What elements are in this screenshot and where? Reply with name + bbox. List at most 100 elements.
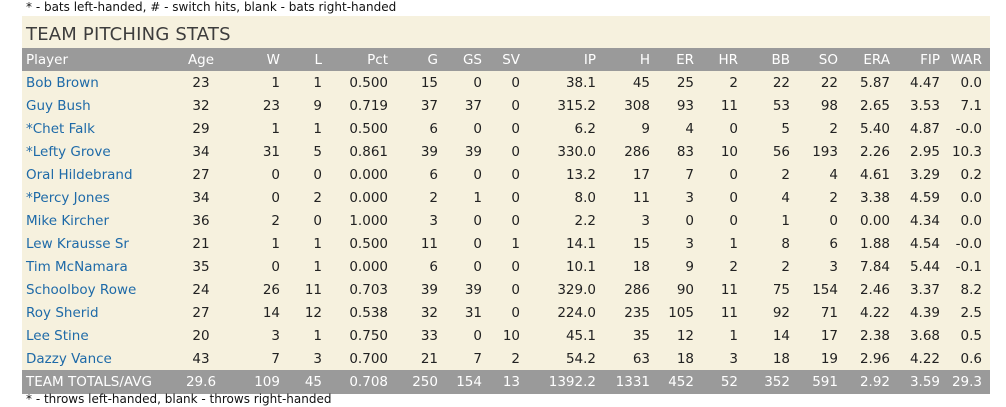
table-row: *Chet Falk 29 1 1 0.500 6 0 0 6.2 9 4 0 5 2 5.40 4.87 -0… [22,117,990,140]
column-header-hr[interactable]: HR [718,51,738,68]
cell-bb: 92 [772,304,790,321]
player-name-link[interactable]: Schoolboy Rowe [26,281,137,298]
cell-h: 11 [632,189,650,206]
cell-ip: 315.2 [557,97,596,114]
total-age: 29.6 [185,374,217,390]
column-header-war[interactable]: WAR [950,51,982,68]
cell-fip: 3.29 [909,166,940,183]
cell-sv: 0 [511,258,520,275]
cell-l: 1 [313,327,322,344]
throwing-legend: * - throws left-handed, blank - throws r… [26,392,332,406]
player-name-link[interactable]: Tim McNamara [26,258,128,275]
cell-er: 105 [668,304,694,321]
column-header-player[interactable]: Player [26,51,69,68]
cell-war: -0.0 [955,120,982,137]
total-era: 2.92 [859,374,890,390]
cell-pct: 0.000 [349,166,388,183]
player-name-link[interactable]: Lew Krausse Sr [26,235,129,252]
column-header-fip[interactable]: FIP [920,51,940,68]
cell-sv: 0 [511,304,520,321]
total-h: 1331 [615,374,650,390]
column-header-gs[interactable]: GS [462,51,482,68]
cell-pct: 0.500 [349,235,388,252]
player-name-link[interactable]: *Chet Falk [26,120,95,137]
cell-era: 5.40 [859,120,890,137]
total-l: 45 [304,374,322,390]
cell-pct: 1.000 [349,212,388,229]
player-name-link[interactable]: Dazzy Vance [26,350,112,367]
cell-war: 7.1 [960,97,982,114]
total-sv: 13 [502,374,520,390]
total-ip: 1392.2 [548,374,596,390]
cell-so: 17 [820,327,838,344]
player-name-link[interactable]: Roy Sherid [26,304,99,321]
cell-era: 2.38 [859,327,890,344]
cell-pct: 0.538 [349,304,388,321]
player-name-link[interactable]: Oral Hildebrand [26,166,133,183]
cell-ip: 8.0 [574,189,596,206]
total-er: 452 [668,374,694,390]
cell-war: 0.0 [960,74,982,91]
cell-war: 2.5 [960,304,982,321]
cell-fip: 4.34 [909,212,940,229]
table-row: Oral Hildebrand 27 0 0 0.000 6 0 0 13.2 17 7 0 2 4 4.6… [22,163,990,186]
cell-l: 1 [313,74,322,91]
cell-so: 2 [829,189,838,206]
column-header-ip[interactable]: IP [583,51,596,68]
cell-ip: 10.1 [565,258,596,275]
cell-w: 7 [271,350,280,367]
header-row: Player Age W L Pct G GS SV IP H ER HR BB SO ERA FIP WAR [22,48,990,71]
cell-pct: 0.861 [349,143,388,160]
cell-h: 3 [641,212,650,229]
cell-w: 0 [271,189,280,206]
column-header-h[interactable]: H [639,51,650,68]
cell-gs: 7 [473,350,482,367]
table-row: Bob Brown 23 1 1 0.500 15 0 0 38.1 45 25 2 22 22 5.87 4… [22,71,990,94]
cell-era: 4.61 [859,166,890,183]
cell-g: 33 [420,327,438,344]
cell-gs: 0 [473,74,482,91]
column-header-er[interactable]: ER [676,51,694,68]
player-name-link[interactable]: Mike Kircher [26,212,110,229]
player-name-link[interactable]: *Lefty Grove [26,143,111,160]
cell-sv: 0 [511,97,520,114]
cell-fip: 5.44 [909,258,940,275]
cell-era: 1.88 [859,235,890,252]
cell-bb: 75 [772,281,790,298]
total-pct: 0.708 [349,374,388,390]
player-name-link[interactable]: Bob Brown [26,74,99,91]
cell-h: 235 [624,304,650,321]
cell-so: 6 [829,235,838,252]
cell-war: 0.6 [960,350,982,367]
column-header-l[interactable]: L [314,51,322,68]
player-name-link[interactable]: Guy Bush [26,97,91,114]
cell-l: 2 [313,189,322,206]
cell-hr: 0 [729,212,738,229]
cell-h: 15 [632,235,650,252]
cell-so: 4 [829,166,838,183]
column-header-pct[interactable]: Pct [367,51,388,68]
cell-ip: 14.1 [565,235,596,252]
column-header-sv[interactable]: SV [502,51,520,68]
total-w: 109 [254,374,280,390]
player-name-link[interactable]: *Percy Jones [26,189,110,206]
cell-hr: 2 [729,258,738,275]
player-name-link[interactable]: Lee Stine [26,327,89,344]
cell-ip: 2.2 [574,212,596,229]
column-header-w[interactable]: W [266,51,280,68]
cell-sv: 10 [502,327,520,344]
column-header-era[interactable]: ERA [863,51,890,68]
cell-gs: 39 [464,281,482,298]
column-header-bb[interactable]: BB [771,51,790,68]
cell-era: 4.22 [859,304,890,321]
column-header-so[interactable]: SO [818,51,838,68]
cell-age: 36 [192,212,210,229]
cell-fip: 3.68 [909,327,940,344]
column-header-g[interactable]: G [427,51,438,68]
cell-war: 0.0 [960,212,982,229]
cell-l: 1 [313,235,322,252]
column-header-age[interactable]: Age [187,51,215,68]
cell-fip: 4.22 [909,350,940,367]
cell-er: 18 [676,350,694,367]
cell-pct: 0.750 [349,327,388,344]
